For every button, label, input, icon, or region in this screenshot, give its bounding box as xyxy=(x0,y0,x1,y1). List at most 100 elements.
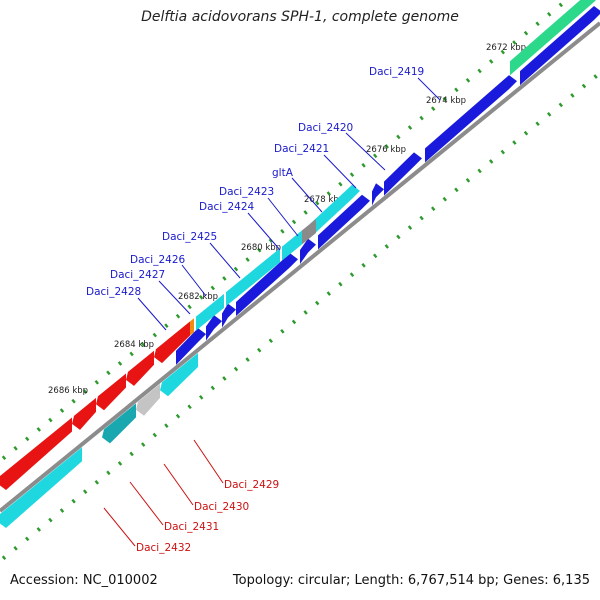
tick-inner xyxy=(83,489,88,495)
tick-inner xyxy=(129,451,134,457)
tick-outer xyxy=(338,181,343,187)
cds-daci-2430a xyxy=(96,373,126,411)
tick-outer xyxy=(442,96,447,102)
cds-daci-2431 xyxy=(72,397,96,430)
feature-daci-2424-shape xyxy=(282,230,302,261)
tick-inner xyxy=(373,253,378,259)
tick-outer xyxy=(48,417,53,423)
tick-inner xyxy=(245,357,250,362)
gene-label-daci-2423[interactable]: Daci_2423 xyxy=(219,186,274,198)
gene-label-daci-2428[interactable]: Daci_2428 xyxy=(86,286,141,298)
tick-inner xyxy=(535,121,540,127)
tick-inner xyxy=(94,479,99,485)
tick-outer xyxy=(489,59,494,64)
tick-inner xyxy=(419,215,424,221)
scale-label-2674: 2674 kbp xyxy=(426,96,466,106)
leader-daci-2425 xyxy=(209,242,241,279)
features xyxy=(0,0,600,528)
leader-daci-2419 xyxy=(417,77,441,101)
tick-inner xyxy=(454,187,459,193)
tick-outer xyxy=(152,332,157,338)
cds-daci-2430b xyxy=(126,350,154,386)
cds-daci-2421-shape xyxy=(384,152,422,196)
leader-daci-2420 xyxy=(345,132,386,171)
cds-daci-2428 xyxy=(176,328,206,365)
scale-label-2678: 2678 kbp xyxy=(304,195,344,205)
gene-label-daci-2426[interactable]: Daci_2426 xyxy=(130,254,186,266)
feature-daci-2429-shape xyxy=(160,352,198,397)
tick-outer xyxy=(199,295,204,300)
cds-daci-2419 xyxy=(520,6,600,86)
tick-outer xyxy=(431,106,436,111)
cds-daci-2427 xyxy=(206,315,222,341)
tick-inner xyxy=(349,272,355,278)
tick-outer xyxy=(384,144,389,149)
feature-gray xyxy=(302,218,316,245)
feature-gray-shape xyxy=(302,218,316,245)
tick-inner xyxy=(523,130,529,136)
cds-daci-2420-shape xyxy=(425,75,517,163)
feature-daci-2429 xyxy=(160,352,198,397)
tick-outer xyxy=(59,408,65,413)
feature-daci-2432 xyxy=(0,447,82,528)
feature-daci-2426 xyxy=(196,293,224,331)
cds-daci-2420 xyxy=(425,75,517,163)
tick-inner xyxy=(303,310,308,315)
tick-outer xyxy=(291,219,297,225)
tick-inner xyxy=(396,234,401,240)
tick-outer xyxy=(36,427,41,432)
tick-inner xyxy=(1,555,7,561)
feature-daci-2423-shape xyxy=(310,184,360,238)
tick-outer xyxy=(547,12,552,17)
tick-outer xyxy=(280,229,285,234)
tick-inner xyxy=(71,498,76,504)
tick-inner xyxy=(384,244,389,249)
gene-label-daci-2425[interactable]: Daci_2425 xyxy=(162,231,217,243)
tick-outer xyxy=(210,285,215,291)
cds-glta-shape xyxy=(372,183,384,206)
cds-daci-2424-shape xyxy=(300,238,316,264)
gene-label-daci-2419[interactable]: Daci_2419 xyxy=(369,66,424,78)
gene-label-daci-2424[interactable]: Daci_2424 xyxy=(199,201,255,213)
tick-outer xyxy=(13,446,18,451)
leader-daci-2427 xyxy=(158,280,191,315)
feature-daci-2431 xyxy=(102,403,136,444)
tick-inner xyxy=(187,404,192,410)
feature-daci-2430-shape xyxy=(136,383,160,416)
tick-inner xyxy=(233,366,239,372)
gene-label-daci-2421[interactable]: Daci_2421 xyxy=(274,143,329,155)
tick-outer xyxy=(465,78,471,83)
cds-daci-2429-shape xyxy=(154,321,190,364)
gene-label-daci-2429[interactable]: Daci_2429 xyxy=(224,479,279,491)
tick-inner xyxy=(257,347,262,353)
tick-inner xyxy=(500,149,505,155)
gene-label-daci-2427[interactable]: Daci_2427 xyxy=(110,269,165,281)
gene-label-daci-2420[interactable]: Daci_2420 xyxy=(298,122,353,134)
tick-inner xyxy=(558,102,563,108)
tick-inner xyxy=(547,112,552,117)
backbone-line xyxy=(0,21,600,513)
gene-label-glta[interactable]: gltA xyxy=(272,167,294,179)
tick-inner xyxy=(59,508,65,513)
gene-label-daci-2431[interactable]: Daci_2431 xyxy=(164,521,219,533)
tick-inner xyxy=(570,93,575,98)
leader-daci-2430 xyxy=(163,463,194,506)
cds-daci-2430a-shape xyxy=(96,373,126,411)
tick-inner xyxy=(291,319,297,325)
cds-daci-2424 xyxy=(300,238,316,264)
tick-inner xyxy=(152,432,157,438)
tick-inner xyxy=(117,461,123,466)
tick-outer xyxy=(361,162,366,168)
cds-daci-2426-shape xyxy=(222,303,236,328)
feature-daci-2419-shape xyxy=(510,0,596,76)
gene-label-daci-2432[interactable]: Daci_2432 xyxy=(136,542,191,554)
tick-outer xyxy=(117,361,123,366)
tick-inner xyxy=(512,140,517,145)
tick-inner xyxy=(593,74,598,79)
tick-outer xyxy=(477,68,482,74)
gene-label-daci-2430[interactable]: Daci_2430 xyxy=(194,501,249,513)
cds-daci-2423-shape xyxy=(318,194,370,250)
tick-inner xyxy=(141,442,146,447)
leader-daci-2421 xyxy=(323,154,357,189)
scale-labels: 2672 kbp 2674 kbp 2676 kbp 2678 kbp 2680… xyxy=(48,43,526,396)
